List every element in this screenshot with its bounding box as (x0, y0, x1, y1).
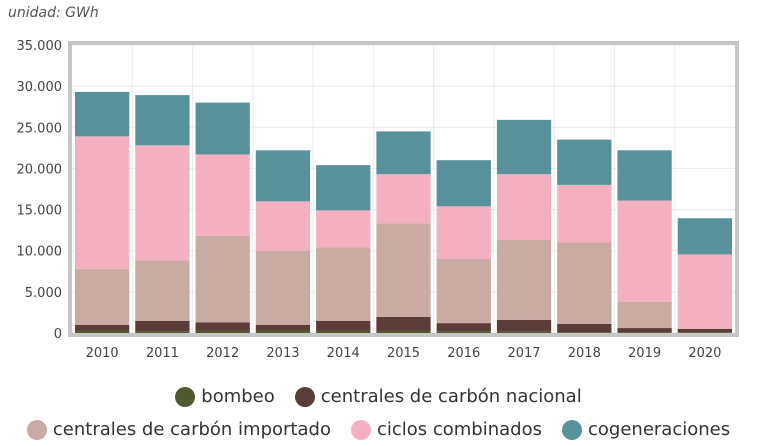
bar-cogeneraciones-2012 (195, 102, 250, 155)
legend-label: bombeo (201, 386, 275, 407)
legend-swatch-icon (562, 419, 582, 440)
bar-bombeo-2014 (316, 330, 371, 333)
bar-bombeo-2011 (135, 331, 190, 333)
bar-cogeneraciones-2013 (255, 150, 311, 202)
bar-bombeo-2016 (436, 331, 491, 333)
bar-centrales-de-carbón-importado-2014 (316, 247, 371, 321)
bar-cogeneraciones-2014 (316, 165, 371, 211)
bar-centrales-de-carbón-importado-2011 (135, 260, 190, 321)
x-tick-label: 2016 (447, 346, 480, 361)
x-tick-label: 2012 (206, 346, 239, 361)
y-tick-label: 10.000 (17, 245, 63, 260)
x-tick-label: 2015 (387, 346, 420, 361)
bar-centrales-de-carbón-nacional-2010 (75, 324, 130, 331)
y-tick-label: 30.000 (17, 80, 63, 95)
bar-bombeo-2020 (677, 332, 732, 333)
bar-centrales-de-carbón-nacional-2020 (677, 328, 732, 333)
bar-centrales-de-carbón-nacional-2016 (436, 323, 491, 332)
legend-swatch-icon (175, 386, 196, 407)
legend-label: centrales de carbón nacional (320, 386, 582, 407)
bar-bombeo-2013 (255, 330, 311, 333)
bar-ciclos-combinados-2012 (195, 154, 250, 236)
y-tick-label: 0 (54, 327, 62, 342)
bar-cogeneraciones-2016 (436, 160, 491, 207)
bar-bombeo-2017 (496, 331, 552, 333)
plot-frame (68, 41, 739, 337)
bar-cogeneraciones-2011 (135, 95, 190, 146)
legend-row-2: centrales de carbón importado ciclos comb… (0, 419, 757, 440)
bar-cogeneraciones-2018 (557, 139, 612, 185)
bar-ciclos-combinados-2019 (617, 200, 672, 302)
legend-row-1: bombeo centrales de carbón nacional (0, 386, 757, 407)
bar-centrales-de-carbón-importado-2015 (376, 223, 431, 317)
bar-centrales-de-carbón-importado-2013 (255, 250, 311, 325)
legend-item[interactable]: centrales de carbón nacional (294, 386, 582, 407)
bar-cogeneraciones-2019 (617, 150, 672, 201)
bar-centrales-de-carbón-importado-2018 (557, 242, 612, 324)
legend-item[interactable]: cogeneraciones (562, 419, 730, 440)
y-tick-label: 25.000 (17, 121, 63, 136)
bar-bombeo-2018 (557, 332, 612, 333)
bar-bombeo-2010 (75, 330, 130, 333)
bar-centrales-de-carbón-nacional-2013 (255, 324, 311, 331)
bar-centrales-de-carbón-nacional-2015 (376, 316, 431, 331)
bar-centrales-de-carbón-nacional-2011 (135, 320, 190, 332)
x-tick-label: 2018 (568, 346, 601, 361)
legend-swatch-icon (350, 419, 371, 440)
bar-ciclos-combinados-2016 (436, 206, 491, 259)
bar-ciclos-combinados-2010 (75, 136, 130, 269)
bar-centrales-de-carbón-importado-2017 (496, 240, 552, 320)
bar-ciclos-combinados-2011 (135, 145, 190, 261)
bar-centrales-de-carbón-importado-2016 (436, 258, 491, 324)
legend-item[interactable]: centrales de carbón importado (26, 419, 331, 440)
bar-centrales-de-carbón-importado-2019 (617, 301, 672, 329)
y-tick-label: 20.000 (17, 162, 63, 177)
bar-centrales-de-carbón-importado-2010 (75, 268, 130, 325)
x-tick-label: 2017 (507, 346, 540, 361)
bar-centrales-de-carbón-nacional-2014 (316, 320, 371, 331)
bar-ciclos-combinados-2013 (255, 201, 311, 251)
bar-cogeneraciones-2010 (75, 91, 130, 137)
legend-item[interactable]: bombeo (175, 386, 275, 407)
bar-cogeneraciones-2015 (376, 131, 431, 175)
bar-ciclos-combinados-2017 (496, 174, 552, 241)
bar-bombeo-2015 (376, 330, 431, 333)
bar-bombeo-2019 (617, 332, 672, 333)
x-tick-label: 2010 (86, 346, 119, 361)
bar-centrales-de-carbón-nacional-2012 (195, 322, 250, 331)
bar-ciclos-combinados-2020 (677, 254, 732, 329)
x-tick-label: 2014 (327, 346, 360, 361)
bar-bombeo-2012 (195, 330, 250, 333)
bar-centrales-de-carbón-nacional-2019 (617, 328, 672, 333)
bar-ciclos-combinados-2014 (316, 210, 371, 248)
y-tick-label: 5.000 (25, 286, 62, 301)
bar-centrales-de-carbón-nacional-2018 (557, 323, 612, 333)
legend-label: ciclos combinados (376, 419, 542, 440)
legend-swatch-icon (294, 386, 315, 407)
x-tick-label: 2011 (146, 346, 179, 361)
legend-label: centrales de carbón importado (52, 419, 331, 440)
bar-ciclos-combinados-2018 (557, 184, 612, 243)
y-tick-label: 15.000 (17, 204, 63, 219)
legend-swatch-icon (26, 419, 47, 440)
bar-cogeneraciones-2020 (677, 218, 732, 255)
legend-label: cogeneraciones (588, 419, 731, 440)
bar-centrales-de-carbón-importado-2012 (195, 235, 250, 323)
x-tick-label: 2020 (688, 346, 721, 361)
x-tick-label: 2013 (266, 346, 299, 361)
bar-centrales-de-carbón-nacional-2017 (496, 319, 552, 332)
legend-item[interactable]: ciclos combinados (350, 419, 542, 440)
x-tick-label: 2019 (628, 346, 661, 361)
y-tick-label: 35.000 (17, 39, 63, 54)
unit-label: unidad: GWh (8, 5, 99, 21)
stacked-bar-chart: 0 5.000 10.000 15.000 20.000 25.000 30.000 35.0… (17, 39, 739, 361)
bar-cogeneraciones-2017 (496, 119, 552, 175)
bar-ciclos-combinados-2015 (376, 174, 431, 224)
